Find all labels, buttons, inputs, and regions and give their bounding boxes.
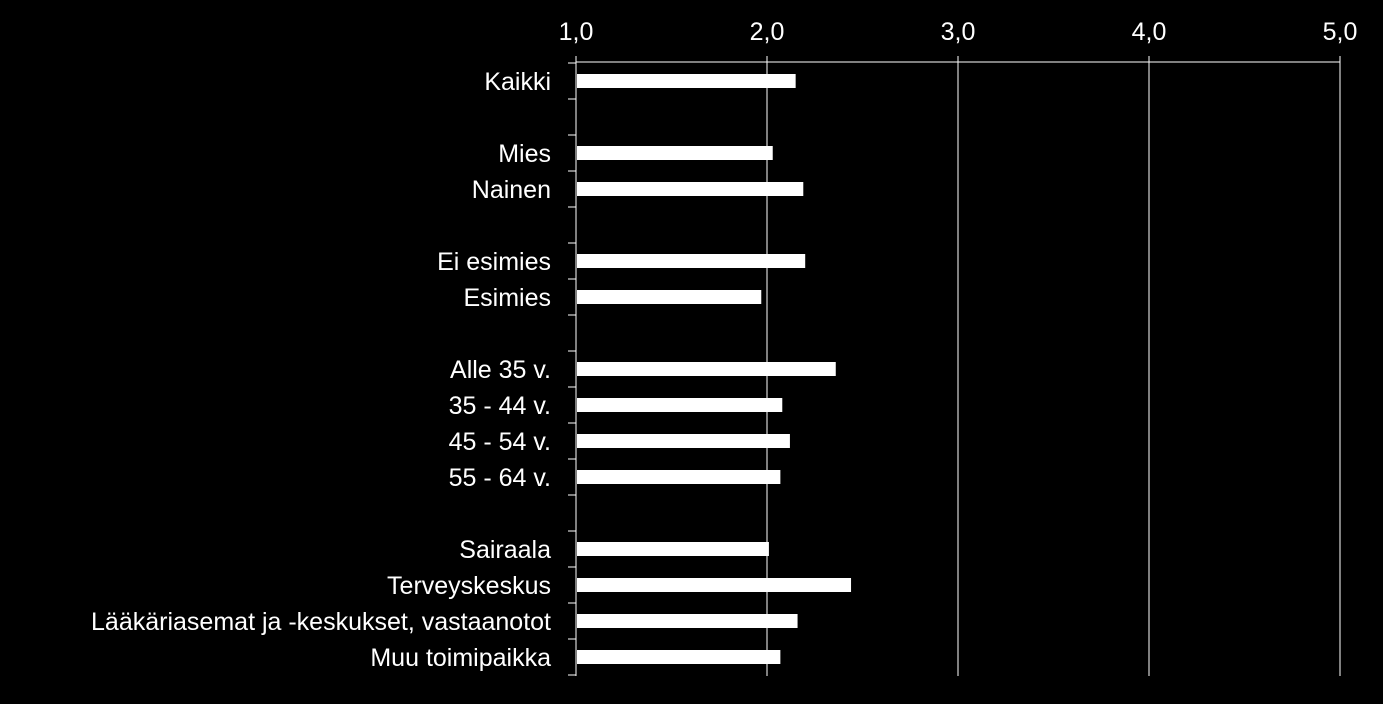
y-axis-ticks xyxy=(568,62,577,676)
category-label: Terveyskeskus xyxy=(387,572,551,600)
bar xyxy=(577,650,781,664)
x-axis-ticks: 1,0 2,0 3,0 4,0 5,0 xyxy=(559,18,1358,63)
bar xyxy=(577,542,769,556)
category-label: Mies xyxy=(498,140,551,168)
bar xyxy=(577,398,783,412)
category-label: 55 - 64 v. xyxy=(449,464,551,492)
bar xyxy=(577,182,804,196)
category-label: Lääkäriasemat ja -keskukset, vastaanotot xyxy=(91,608,551,636)
x-tick-label: 3,0 xyxy=(941,18,976,46)
category-label: Alle 35 v. xyxy=(450,356,551,384)
bar xyxy=(577,254,806,268)
x-tick-label: 2,0 xyxy=(750,18,785,46)
category-label: Ei esimies xyxy=(437,248,551,276)
bars xyxy=(577,74,852,664)
grid-lines xyxy=(766,62,1341,676)
category-label: Sairaala xyxy=(459,536,551,564)
category-label: Esimies xyxy=(463,284,551,312)
category-labels: Kaikki Mies Nainen Ei esimies Esimies Alle 35… xyxy=(91,68,551,672)
x-tick-label: 1,0 xyxy=(559,18,594,46)
bar xyxy=(577,146,773,160)
bar xyxy=(577,74,796,88)
category-label: 45 - 54 v. xyxy=(449,428,551,456)
bar xyxy=(577,614,798,628)
category-label: Nainen xyxy=(472,176,551,204)
bar xyxy=(577,290,762,304)
category-label: Kaikki xyxy=(484,68,551,96)
bar xyxy=(577,470,781,484)
category-label: Muu toimipaikka xyxy=(370,644,551,672)
bar xyxy=(577,434,790,448)
category-label: 35 - 44 v. xyxy=(449,392,551,420)
x-tick-label: 4,0 xyxy=(1132,18,1167,46)
x-tick-label: 5,0 xyxy=(1323,18,1358,46)
bar xyxy=(577,578,852,592)
bar xyxy=(577,362,836,376)
